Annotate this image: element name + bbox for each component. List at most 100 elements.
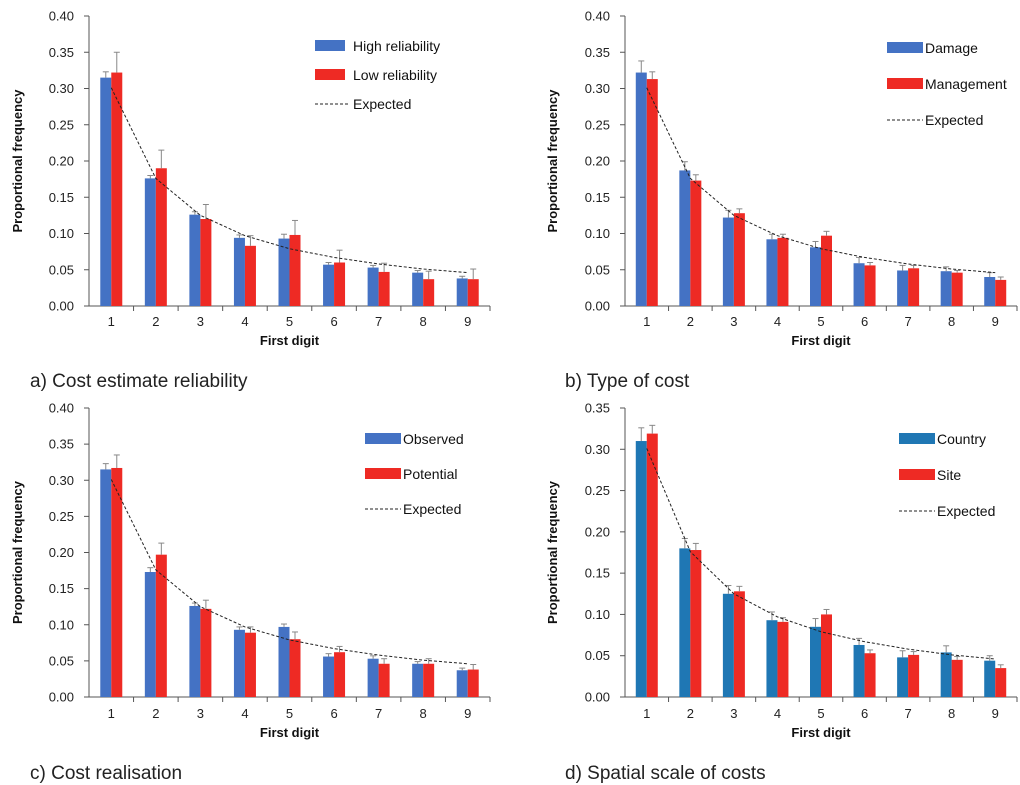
x-tick-label: 1 xyxy=(643,314,650,329)
bar-site xyxy=(951,659,963,697)
bar-low-reliability xyxy=(423,279,435,306)
x-tick-label: 2 xyxy=(152,706,159,721)
bar-site xyxy=(733,591,745,697)
bar-potential xyxy=(244,632,256,697)
bar-low-reliability xyxy=(200,219,212,306)
x-tick-label: 6 xyxy=(330,706,337,721)
bar-potential xyxy=(155,554,167,697)
x-tick-label: 4 xyxy=(241,706,248,721)
bar-observed xyxy=(100,469,112,697)
bar-damage xyxy=(722,217,734,306)
x-tick-label: 5 xyxy=(286,706,293,721)
expected-line xyxy=(646,448,996,660)
x-tick-label: 4 xyxy=(241,314,248,329)
bar-damage xyxy=(853,263,865,306)
bar-potential xyxy=(467,669,479,697)
bar-low-reliability xyxy=(289,234,301,306)
y-tick-label: 0.20 xyxy=(585,154,610,169)
legend: Damage Management Expected xyxy=(887,40,1007,128)
x-tick-label: 7 xyxy=(904,706,911,721)
x-tick-label: 6 xyxy=(861,314,868,329)
chart-panel-3: 0.00 0.05 0.10 0.15 0.20 0.25 0.30 0.35 0.40 1 2 3 4… xyxy=(10,401,491,784)
bar-site xyxy=(864,653,876,697)
bar-country xyxy=(679,548,691,697)
x-tick-label: 3 xyxy=(197,706,204,721)
x-axis-title: First digit xyxy=(260,725,320,740)
bar-country xyxy=(766,620,778,697)
y-axis-title: Proportional frequency xyxy=(545,480,560,624)
y-tick-label: 0.40 xyxy=(49,401,74,416)
panel-caption: b) Type of cost xyxy=(565,371,690,392)
x-axis-title: First digit xyxy=(791,333,851,348)
bar-potential xyxy=(378,663,390,697)
x-tick-label: 8 xyxy=(420,706,427,721)
x-tick-label: 1 xyxy=(108,706,115,721)
bar-management xyxy=(777,237,789,306)
y-axis-title: Proportional frequency xyxy=(10,89,25,233)
y-tick-label: 0.25 xyxy=(585,117,610,132)
y-tick-label: 0.30 xyxy=(49,473,74,488)
bar-potential xyxy=(334,652,346,697)
bar-high-reliability xyxy=(233,237,245,306)
y-tick-label: 0.35 xyxy=(49,437,74,452)
bar-observed xyxy=(412,663,424,697)
y-tick-label: 0.15 xyxy=(49,581,74,596)
bar-damage xyxy=(897,270,909,306)
chart-panel-2: 0.00 0.05 0.10 0.15 0.20 0.25 0.30 0.35 0.40 1 2 3 4… xyxy=(545,9,1018,392)
y-tick-label: 0.20 xyxy=(49,545,74,560)
bar-potential xyxy=(200,608,212,697)
panel-caption: c) Cost realisation xyxy=(30,763,182,784)
chart-panel-1: 0.00 0.05 0.10 0.15 0.20 0.25 0.30 0.35 0.40 1 2 3 4… xyxy=(10,9,491,392)
legend: Country Site Expected xyxy=(899,431,995,519)
bar-low-reliability xyxy=(378,271,390,306)
legend-label: Site xyxy=(937,467,961,483)
bar-management xyxy=(908,268,920,306)
bar-high-reliability xyxy=(456,278,468,306)
bar-site xyxy=(995,668,1007,697)
bar-country xyxy=(722,593,734,697)
x-tick-label: 5 xyxy=(286,314,293,329)
bar-low-reliability xyxy=(155,168,167,306)
y-tick-label: 0.40 xyxy=(585,9,610,24)
legend: High reliability Low reliability Expected xyxy=(315,38,440,112)
bar-observed xyxy=(367,658,379,697)
bar-damage xyxy=(635,72,647,306)
bar-high-reliability xyxy=(189,214,201,306)
y-tick-label: 0.00 xyxy=(585,299,610,314)
bar-management xyxy=(821,235,832,306)
legend-swatch xyxy=(899,469,935,480)
y-tick-label: 0.05 xyxy=(585,262,610,277)
bar-management xyxy=(951,272,963,306)
y-tick-label: 0.30 xyxy=(49,81,74,96)
bar-damage xyxy=(984,277,996,306)
y-tick-label: 0.30 xyxy=(585,81,610,96)
x-axis-title: First digit xyxy=(791,725,851,740)
legend-label: Management xyxy=(925,76,1007,92)
bar-country xyxy=(984,660,996,697)
expected-line xyxy=(646,87,996,274)
legend-label: Country xyxy=(937,431,986,447)
bar-country xyxy=(635,441,647,697)
legend-label: Damage xyxy=(925,40,978,56)
y-tick-label: 0.10 xyxy=(49,617,74,632)
y-tick-label: 0.00 xyxy=(585,690,610,705)
bar-management xyxy=(646,79,658,306)
bar-damage xyxy=(679,170,691,306)
x-tick-label: 5 xyxy=(817,706,824,721)
chart-panel-4: 0.00 0.05 0.10 0.15 0.20 0.25 0.30 0.35 1 2 3 4 5 6 7 8… xyxy=(545,401,1018,784)
y-tick-label: 0.40 xyxy=(49,9,74,24)
bar-country xyxy=(853,644,865,697)
legend-swatch xyxy=(315,40,345,51)
x-tick-label: 1 xyxy=(108,314,115,329)
bar-country xyxy=(810,626,821,697)
y-tick-label: 0.15 xyxy=(585,190,610,205)
x-tick-label: 6 xyxy=(861,706,868,721)
bar-damage xyxy=(940,271,952,306)
x-tick-label: 8 xyxy=(948,314,955,329)
y-tick-label: 0.20 xyxy=(585,524,610,539)
bar-observed xyxy=(456,670,468,697)
bar-damage xyxy=(766,239,778,306)
bar-site xyxy=(690,550,702,697)
y-tick-label: 0.25 xyxy=(585,483,610,498)
